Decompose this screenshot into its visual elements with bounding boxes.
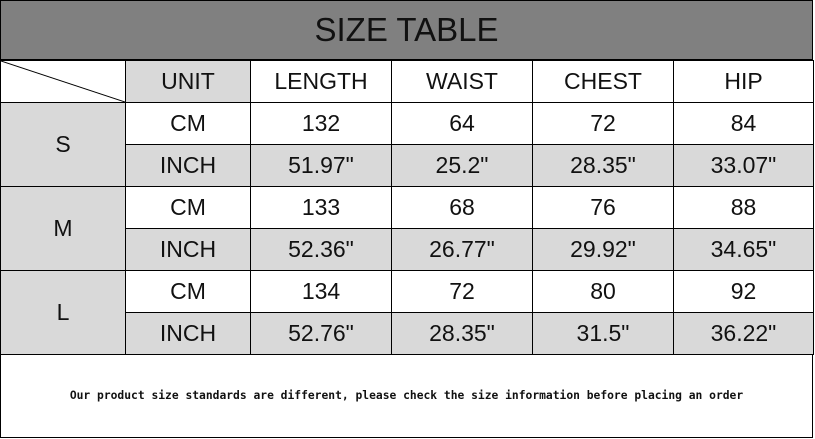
header-unit: UNIT: [125, 60, 251, 103]
unit-cell: CM: [125, 186, 251, 229]
value-cell: 51.97": [250, 144, 392, 187]
header-length: LENGTH: [250, 60, 392, 103]
table-row: L CM 134 72 80 92: [0, 270, 814, 355]
value-cell: 26.77": [391, 228, 533, 271]
table-row: S CM 132 64 72 84: [0, 102, 814, 187]
header-hip: HIP: [673, 60, 814, 103]
value-cell: 52.36": [250, 228, 392, 271]
header-waist: WAIST: [391, 60, 533, 103]
table-title: SIZE TABLE: [0, 0, 813, 60]
value-cell: 28.35": [391, 312, 533, 355]
unit-cell: CM: [125, 102, 251, 145]
value-cell: 31.5": [532, 312, 674, 355]
unit-cell: INCH: [125, 312, 251, 355]
unit-cell: CM: [125, 270, 251, 313]
value-cell: 64: [391, 102, 533, 145]
table-row: INCH 51.97" 25.2" 28.35" 33.07": [1, 144, 814, 187]
value-cell: 25.2": [391, 144, 533, 187]
table-row: INCH 52.76" 28.35" 31.5" 36.22": [1, 312, 814, 355]
corner-cell: [0, 60, 126, 103]
header-chest: CHEST: [532, 60, 674, 103]
size-label: L: [0, 270, 126, 355]
size-label: S: [0, 102, 126, 187]
value-cell: 28.35": [532, 144, 674, 187]
value-cell: 88: [673, 186, 814, 229]
value-cell: 52.76": [250, 312, 392, 355]
value-cell: 133: [250, 186, 392, 229]
value-cell: 36.22": [673, 312, 814, 355]
value-cell: 34.65": [673, 228, 814, 271]
header-row: UNIT LENGTH WAIST CHEST HIP: [0, 60, 814, 103]
value-cell: 33.07": [673, 144, 814, 187]
unit-cell: INCH: [125, 228, 251, 271]
table-row: INCH 52.36" 26.77" 29.92" 34.65": [1, 228, 814, 271]
value-cell: 84: [673, 102, 814, 145]
value-cell: 29.92": [532, 228, 674, 271]
size-note: Our product size standards are different…: [0, 354, 813, 438]
diagonal-line: [1, 61, 125, 102]
unit-cell: INCH: [125, 144, 251, 187]
value-cell: 68: [391, 186, 533, 229]
size-table: UNIT LENGTH WAIST CHEST HIP S CM 132 64 72 84…: [0, 60, 814, 355]
size-label: M: [0, 186, 126, 271]
value-cell: 72: [391, 270, 533, 313]
table-row: M CM 133 68 76 88: [0, 186, 814, 271]
value-cell: 80: [532, 270, 674, 313]
value-cell: 132: [250, 102, 392, 145]
value-cell: 72: [532, 102, 674, 145]
value-cell: 92: [673, 270, 814, 313]
value-cell: 134: [250, 270, 392, 313]
value-cell: 76: [532, 186, 674, 229]
